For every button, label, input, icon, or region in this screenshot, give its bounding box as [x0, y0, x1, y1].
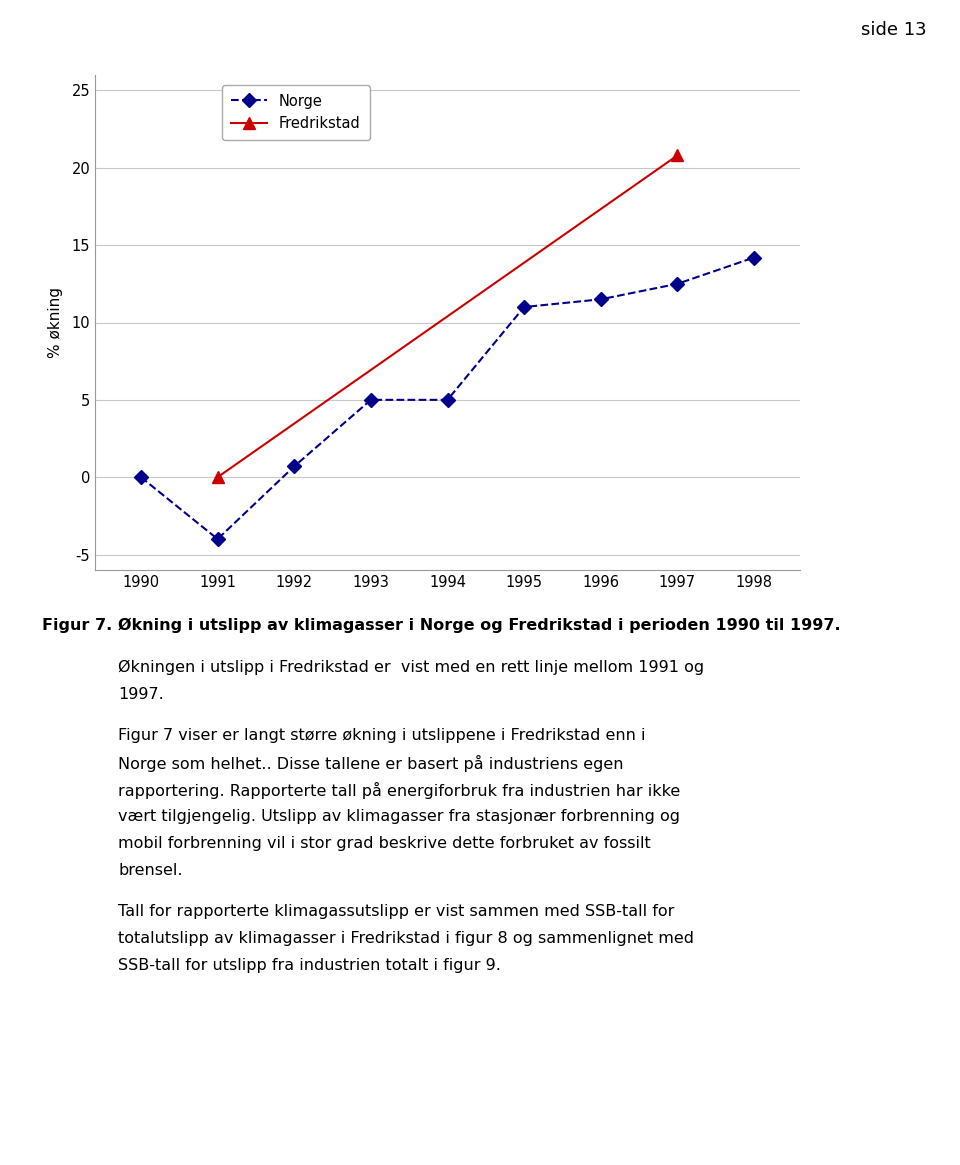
Text: vært tilgjengelig. Utslipp av klimagasser fra stasjonær forbrenning og: vært tilgjengelig. Utslipp av klimagasse… — [118, 809, 680, 824]
Text: SSB-tall for utslipp fra industrien totalt i figur 9.: SSB-tall for utslipp fra industrien tota… — [118, 958, 501, 973]
Text: Økning i utslipp av klimagasser i Norge og Fredrikstad i perioden 1990 til 1997.: Økning i utslipp av klimagasser i Norge … — [118, 617, 841, 634]
Text: Norge som helhet.. Disse tallene er basert på industriens egen: Norge som helhet.. Disse tallene er base… — [118, 755, 623, 772]
Text: side 13: side 13 — [861, 21, 926, 40]
Legend: Norge, Fredrikstad: Norge, Fredrikstad — [222, 85, 370, 140]
Text: brensel.: brensel. — [118, 863, 182, 878]
Text: 1997.: 1997. — [118, 687, 164, 702]
Text: Økningen i utslipp i Fredrikstad er  vist med en rett linje mellom 1991 og: Økningen i utslipp i Fredrikstad er vist… — [118, 661, 704, 676]
Text: totalutslipp av klimagasser i Fredrikstad i figur 8 og sammenlignet med: totalutslipp av klimagasser i Fredriksta… — [118, 931, 694, 946]
Text: Tall for rapporterte klimagassutslipp er vist sammen med SSB-tall for: Tall for rapporterte klimagassutslipp er… — [118, 904, 674, 919]
Text: Figur 7 viser er langt større økning i utslippene i Fredrikstad enn i: Figur 7 viser er langt større økning i u… — [118, 728, 645, 743]
Text: mobil forbrenning vil i stor grad beskrive dette forbruket av fossilt: mobil forbrenning vil i stor grad beskri… — [118, 836, 651, 850]
Text: rapportering. Rapporterte tall på energiforbruk fra industrien har ikke: rapportering. Rapporterte tall på energi… — [118, 782, 681, 799]
Y-axis label: % økning: % økning — [48, 287, 63, 358]
Text: Figur 7.: Figur 7. — [42, 617, 112, 633]
